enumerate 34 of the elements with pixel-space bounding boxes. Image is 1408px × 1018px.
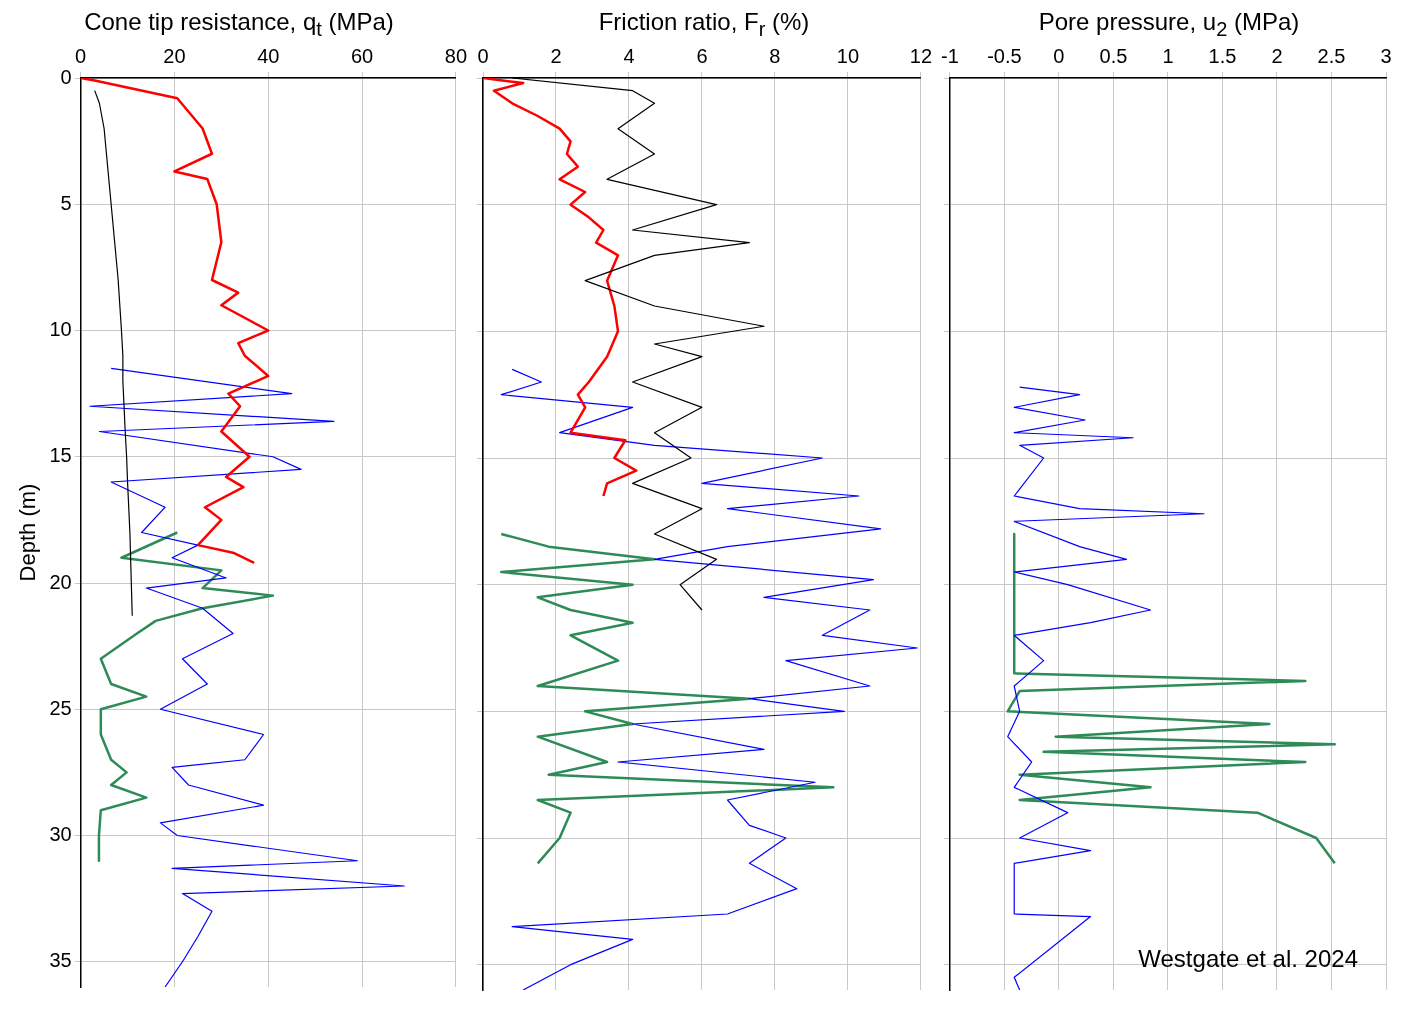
- x-tick-label: 6: [696, 44, 708, 67]
- x-tick-label: 0.5: [1099, 44, 1128, 67]
- y-tick-label: 35: [49, 949, 72, 972]
- y-tick-label: 15: [49, 444, 72, 467]
- x-axis-title: Pore pressure, u$_{2}$ (MPa): [1038, 8, 1300, 42]
- x-tick-label: 2.5: [1317, 44, 1346, 67]
- x-tick-label: 10: [836, 44, 860, 67]
- x-tick-label: 2: [1271, 44, 1283, 67]
- x-axis-title: Cone tip resistance, q$_{t}$ (MPa): [84, 8, 394, 42]
- y-tick-label: 25: [49, 696, 72, 719]
- x-tick-label: 1.5: [1208, 44, 1237, 67]
- x-tick-label: 40: [257, 44, 280, 67]
- y-tick-label: 10: [49, 318, 72, 341]
- x-tick-label: 8: [769, 44, 781, 67]
- x-tick-label: 12: [909, 44, 932, 67]
- x-tick-label: 0: [75, 44, 87, 67]
- annotation: Westgate et al. 2024: [1138, 944, 1358, 972]
- x-tick-label: 0: [477, 44, 489, 67]
- x-tick-label: -1: [940, 44, 959, 67]
- x-tick-label: 20: [163, 44, 186, 67]
- y-tick-label: 20: [49, 570, 72, 593]
- y-tick-label: 5: [60, 191, 72, 214]
- x-tick-label: -0.5: [987, 44, 1022, 67]
- x-tick-label: 4: [623, 44, 635, 67]
- x-tick-label: 3: [1380, 44, 1392, 67]
- x-tick-label: 1: [1162, 44, 1174, 67]
- y-axis-title: Depth (m): [15, 483, 41, 582]
- x-axis-title: Friction ratio, F$_{r}$ (%): [598, 8, 810, 42]
- x-tick-label: 60: [350, 44, 374, 67]
- x-tick-label: 0: [1053, 44, 1065, 67]
- y-tick-label: 0: [60, 65, 72, 88]
- x-tick-label: 2: [550, 44, 562, 67]
- y-tick-label: 30: [49, 823, 72, 846]
- x-tick-label: 80: [444, 44, 467, 67]
